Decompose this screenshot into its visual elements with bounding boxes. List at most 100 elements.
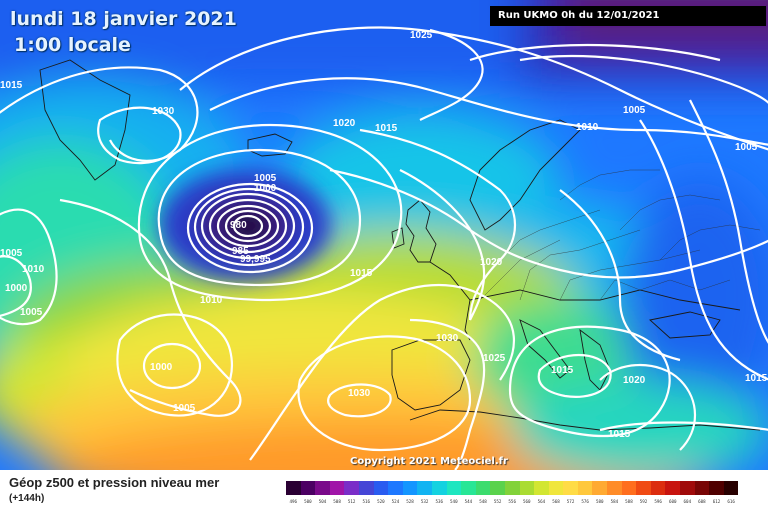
z500-color-field bbox=[0, 0, 768, 470]
isobar-label: 1025 bbox=[410, 30, 433, 41]
scale-tick-label: 600 bbox=[668, 499, 677, 504]
isobar-label: 1005 bbox=[20, 307, 43, 318]
forecast-range: (+144h) bbox=[9, 493, 45, 504]
scale-tick-label: 524 bbox=[391, 499, 400, 504]
scale-swatch bbox=[446, 481, 462, 495]
scale-swatch bbox=[563, 481, 578, 495]
scale-swatch bbox=[650, 481, 666, 495]
scale-swatch bbox=[300, 481, 316, 495]
scale-swatch bbox=[577, 481, 593, 495]
isobar-label: 1010 bbox=[576, 122, 599, 133]
scale-tick-label: 608 bbox=[698, 499, 706, 504]
scale-swatch bbox=[709, 481, 724, 495]
scale-tick-label: 556 bbox=[508, 499, 516, 504]
scale-tick-label: 516 bbox=[362, 499, 371, 504]
scale-swatch bbox=[286, 481, 301, 495]
forecast-time: 1:00 locale bbox=[14, 34, 131, 56]
scale-swatch bbox=[607, 481, 622, 495]
scale-swatch bbox=[621, 481, 637, 495]
scale-swatch bbox=[358, 481, 374, 495]
scale-tick-label: 532 bbox=[420, 499, 429, 504]
scale-swatch bbox=[373, 481, 389, 495]
isobar-label: 1000 bbox=[254, 183, 277, 194]
scale-tick-label: 580 bbox=[595, 499, 604, 504]
isobar-label: 1015 bbox=[745, 373, 768, 384]
scale-tick-label: 612 bbox=[712, 499, 721, 504]
isobar-label: 1030 bbox=[152, 106, 175, 117]
isobar-label: 1010 bbox=[200, 295, 223, 306]
scale-swatch bbox=[315, 481, 330, 495]
scale-tick-label: 588 bbox=[625, 499, 633, 504]
scale-tick-label: 504 bbox=[318, 499, 327, 504]
isobar-label: 1025 bbox=[483, 353, 506, 364]
scale-tick-label: 564 bbox=[537, 499, 546, 504]
isobar-label: 1030 bbox=[348, 388, 371, 399]
scale-tick-label: 584 bbox=[610, 499, 619, 504]
scale-swatch bbox=[388, 481, 403, 495]
isobars bbox=[0, 26, 768, 470]
scale-swatch bbox=[504, 481, 520, 495]
scale-swatch bbox=[680, 481, 695, 495]
scale-swatch bbox=[665, 481, 681, 495]
scale-tick-label: 616 bbox=[727, 499, 735, 504]
scale-tick-label: 552 bbox=[493, 499, 502, 504]
isobar-label: 1015 bbox=[608, 429, 631, 440]
scale-swatch bbox=[592, 481, 608, 495]
coastlines bbox=[39, 59, 761, 431]
scale-tick-label: 572 bbox=[566, 499, 575, 504]
copyright: Copyright 2021 Meteociel.fr bbox=[350, 456, 508, 467]
scale-tick-label: 596 bbox=[654, 499, 662, 504]
scale-swatch bbox=[490, 481, 505, 495]
geopotential-map: 1025 1015 1030 1020 1015 1010 1005 1005 … bbox=[0, 0, 768, 470]
isobar-label: 1020 bbox=[623, 375, 646, 386]
isobar-label: 1000 bbox=[5, 283, 28, 294]
scale-tick-label: 508 bbox=[333, 499, 341, 504]
isobar-label: 985 bbox=[232, 246, 249, 257]
scale-tick-label: 576 bbox=[581, 499, 589, 504]
scale-swatch bbox=[694, 481, 710, 495]
isobar-label: 1005 bbox=[173, 403, 196, 414]
isobar-label: 1005 bbox=[735, 142, 758, 153]
color-scale bbox=[286, 481, 739, 495]
scale-tick-label: 528 bbox=[406, 499, 414, 504]
isobar-label: 1005 bbox=[0, 248, 23, 259]
scale-tick-label: 568 bbox=[552, 499, 560, 504]
scale-tick-label: 560 bbox=[523, 499, 531, 504]
isobar-label: 1005 bbox=[254, 173, 277, 184]
isobar-label: 1015 bbox=[375, 123, 398, 134]
isobar-label: 1020 bbox=[333, 118, 356, 129]
map-title: Géop z500 et pression niveau mer bbox=[9, 475, 220, 490]
scale-swatch bbox=[519, 481, 535, 495]
scale-tick-label: 512 bbox=[347, 499, 356, 504]
isobar-label: 1005 bbox=[623, 105, 646, 116]
scale-tick-label: 500 bbox=[304, 499, 312, 504]
scale-swatch bbox=[344, 481, 359, 495]
isobar-label: 1015 bbox=[551, 365, 574, 376]
isobar-labels: 1025 1015 1030 1020 1015 1010 1005 1005 … bbox=[0, 30, 768, 440]
isobar-label: 1015 bbox=[350, 268, 373, 279]
scale-swatch bbox=[402, 481, 418, 495]
scale-swatch bbox=[475, 481, 491, 495]
scale-swatch bbox=[329, 481, 345, 495]
scale-swatch bbox=[417, 481, 432, 495]
scale-tick-label: 536 bbox=[435, 499, 444, 504]
isobar-label: 1000 bbox=[150, 362, 173, 373]
scale-swatch bbox=[548, 481, 564, 495]
scale-tick-label: 496 bbox=[289, 499, 298, 504]
scale-swatch bbox=[461, 481, 476, 495]
legend-footer: Géop z500 et pression niveau mer (+144h)… bbox=[0, 470, 768, 512]
scale-tick-label: 544 bbox=[464, 499, 473, 504]
run-info: Run UKMO 0h du 12/01/2021 bbox=[490, 6, 766, 26]
scale-tick-label: 592 bbox=[639, 499, 648, 504]
scale-tick-label: 520 bbox=[377, 499, 385, 504]
scale-swatch bbox=[636, 481, 651, 495]
low-center-label: 980 bbox=[230, 220, 247, 231]
isobar-label: 1010 bbox=[22, 264, 45, 275]
scale-swatch bbox=[534, 481, 549, 495]
scale-swatch bbox=[723, 481, 739, 495]
scale-tick-label: 548 bbox=[479, 499, 487, 504]
scale-swatch bbox=[431, 481, 447, 495]
isobar-label: 1020 bbox=[480, 257, 503, 268]
isobar-label: 99,995 bbox=[240, 254, 271, 265]
